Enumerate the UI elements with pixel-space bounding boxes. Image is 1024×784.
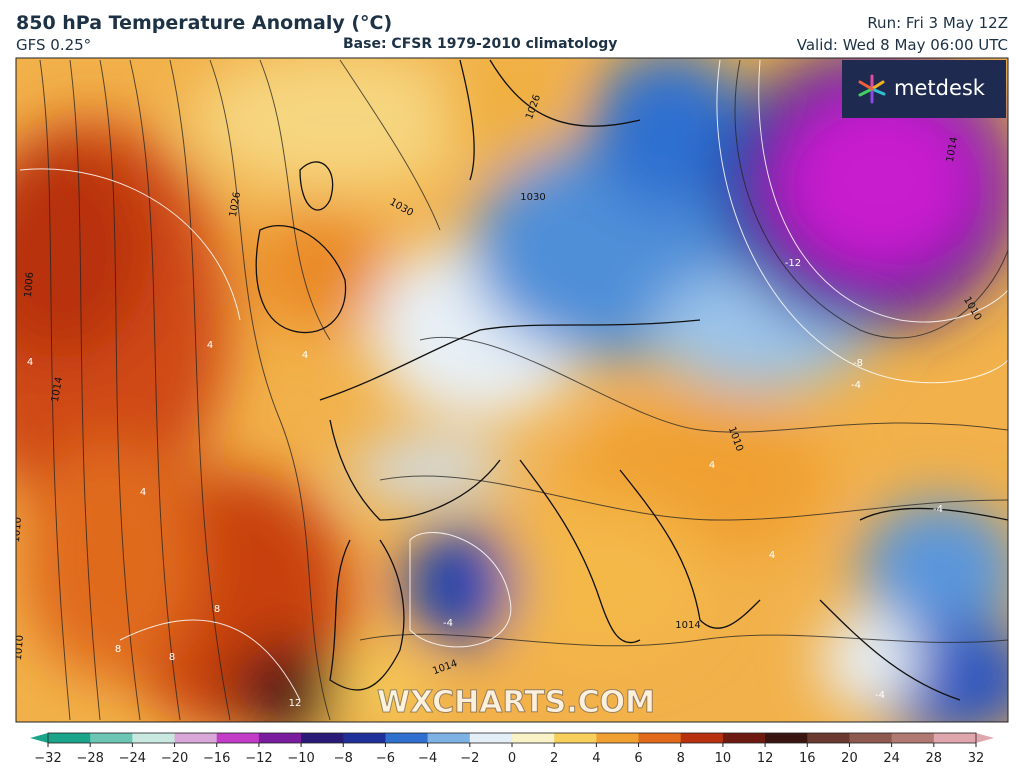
valid-time: Valid: Wed 8 May 06:00 UTC: [796, 36, 1008, 54]
colorbar-tick-label: 6: [634, 751, 642, 766]
colorbar-tick-label: 24: [883, 751, 900, 766]
model: GFS 0.25°: [16, 36, 92, 54]
contour-label: 4: [140, 487, 146, 498]
colorbar-tick-label: −8: [334, 751, 353, 766]
isobars: [39, 59, 1008, 721]
colorbar-segment: [216, 733, 260, 743]
colorbar-low-arrow: [30, 733, 48, 743]
colorbar-segment: [765, 733, 808, 743]
contour-label: 4: [709, 460, 715, 471]
colorbar-segment: [680, 733, 724, 743]
run-time: Run: Fri 3 May 12Z: [867, 14, 1008, 32]
colorbar-segment: [48, 733, 91, 743]
colorbar-segment: [807, 733, 850, 743]
colorbar-tick-label: 32: [968, 751, 985, 766]
colorbar: −32 −28 −24 −20 −16 −12 −10 −8 −6 −4 −2 0 2 4 6 8 10 12 16…: [30, 732, 994, 766]
contour-label: 1014: [50, 376, 65, 403]
anomaly-contours: [19, 59, 1008, 701]
colorbar-tick-label: −20: [161, 751, 188, 766]
colorbar-tick-label: −4: [418, 751, 437, 766]
colorbar-tick-label: 12: [757, 751, 774, 766]
colorbar-tick-label: 8: [677, 751, 685, 766]
logo-icon: [858, 74, 886, 104]
colorbar-tick-label: −28: [76, 751, 103, 766]
title: 850 hPa Temperature Anomaly (°C): [16, 12, 393, 34]
contour-label: 1030: [520, 192, 545, 203]
contour-label: 8: [115, 644, 121, 655]
colorbar-segment: [469, 733, 513, 743]
colorbar-tick-label: −6: [376, 751, 395, 766]
contour-label: -4: [933, 504, 943, 515]
contour-label: -8: [853, 358, 863, 369]
contour-label: -4: [443, 618, 453, 629]
colorbar-segment: [722, 733, 766, 743]
colorbar-tick-label: −10: [287, 751, 314, 766]
colorbar-segment: [301, 733, 344, 743]
logo-text: metdesk: [894, 76, 986, 100]
colorbar-segment: [638, 733, 682, 743]
contour-label: -12: [785, 258, 801, 269]
contour-label: 4: [302, 350, 308, 361]
contour-label: 8: [214, 604, 220, 615]
contour-label: 1026: [228, 191, 243, 218]
colorbar-segment: [554, 733, 597, 743]
contour-label: 8: [169, 652, 175, 663]
colorbar-tick-label: −2: [460, 751, 479, 766]
colorbar-segment: [258, 733, 302, 743]
colorbar-segment: [891, 733, 935, 743]
colorbar-tick-label: −24: [119, 751, 146, 766]
colorbar-tick-label: 28: [926, 751, 943, 766]
colorbar-tick-label: −16: [203, 751, 230, 766]
colorbar-segment: [849, 733, 893, 743]
colorbar-tick-label: −32: [34, 751, 61, 766]
colorbar-segment: [132, 733, 176, 743]
contour-label: 12: [289, 698, 302, 709]
colorbar-segment: [174, 733, 218, 743]
contour-label: 1006: [23, 272, 36, 298]
climatology-base: Base: CFSR 1979-2010 climatology: [343, 36, 618, 52]
colorbar-tick-label: 10: [715, 751, 732, 766]
contour-label: 1010: [13, 635, 26, 661]
watermark: WXCHARTS.COM: [377, 685, 655, 720]
colorbar-segment: [596, 733, 640, 743]
contour-label: 4: [769, 550, 775, 561]
contour-label: -4: [875, 690, 885, 701]
coastlines: [255, 59, 1008, 701]
colorbar-segment: [385, 733, 429, 743]
colorbar-tick-label: 4: [592, 751, 600, 766]
colorbar-tick-label: 16: [799, 751, 816, 766]
contour-label: 1010: [11, 517, 24, 543]
colorbar-high-arrow: [976, 733, 994, 743]
colorbar-tick-label: −12: [245, 751, 272, 766]
contour-label: 4: [27, 357, 33, 368]
contour-label: -4: [851, 380, 861, 391]
colorbar-segment: [512, 733, 555, 743]
colorbar-segment: [427, 733, 471, 743]
contour-label: 1014: [945, 136, 960, 163]
contour-label: 4: [207, 340, 213, 351]
colorbar-segment: [933, 733, 977, 743]
contour-label: 1014: [675, 620, 700, 631]
colorbar-tick-label: 0: [508, 751, 516, 766]
colorbar-tick-label: 20: [841, 751, 858, 766]
colorbar-segment: [90, 733, 133, 743]
colorbar-segment: [343, 733, 386, 743]
colorbar-tick-label: 2: [550, 751, 558, 766]
